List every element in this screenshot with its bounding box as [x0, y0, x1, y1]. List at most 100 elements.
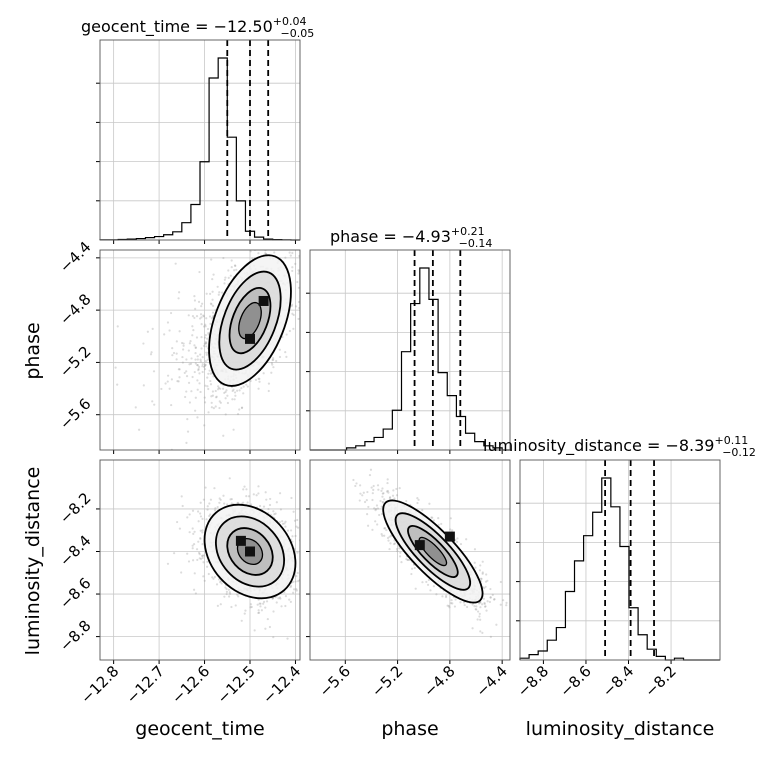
joint-phase-luminosity-distance-sample-35 — [366, 513, 369, 516]
joint-geocent-time-phase-sample-1415 — [151, 327, 154, 331]
joint-geocent-time-phase-sample-322 — [182, 344, 185, 347]
joint-geocent-time-luminosity-distance-sample-876 — [229, 498, 232, 501]
joint-geocent-time-phase-sample-965 — [178, 368, 181, 371]
joint-geocent-time-phase-sample-1222 — [270, 361, 273, 365]
joint-geocent-time-luminosity-distance-sample-499 — [252, 493, 255, 496]
joint-geocent-time-luminosity-distance-sample-897 — [197, 540, 200, 543]
joint-geocent-time-luminosity-distance-sample-1304 — [295, 588, 298, 591]
joint-geocent-time-phase-sample-794 — [189, 339, 192, 343]
joint-phase-luminosity-distance-sample-1421 — [425, 580, 428, 584]
joint-geocent-time-luminosity-distance-peak-0 — [245, 546, 255, 557]
joint-geocent-time-luminosity-distance-sample-98 — [301, 566, 303, 568]
joint-geocent-time-luminosity-distance-sample-1252 — [201, 554, 204, 557]
joint-geocent-time-luminosity-distance-sample-697 — [246, 501, 249, 504]
joint-geocent-time-phase-sample-1107 — [210, 258, 213, 261]
joint-geocent-time-luminosity-distance-sample-72 — [279, 508, 283, 511]
joint-geocent-time-phase-sample-689 — [278, 355, 282, 359]
joint-geocent-time-phase-sample-191 — [202, 325, 206, 328]
joint-geocent-time-luminosity-distance-sample-547 — [222, 494, 225, 497]
joint-phase-luminosity-distance-xtick-label-1: −5.2 — [368, 662, 406, 700]
joint-geocent-time-phase-sample-582 — [272, 358, 275, 361]
joint-geocent-time-phase-sample-700 — [200, 347, 203, 350]
joint-geocent-time-phase-sample-283 — [134, 406, 137, 409]
joint-geocent-time-luminosity-distance-sample-161 — [303, 551, 305, 553]
joint-geocent-time-phase-sample-891 — [193, 316, 196, 320]
joint-geocent-time-luminosity-distance-sample-509 — [262, 602, 265, 605]
joint-geocent-time-phase-sample-1410 — [149, 353, 153, 356]
joint-phase-luminosity-distance-sample-752 — [486, 579, 489, 582]
joint-geocent-time-luminosity-distance-sample-47 — [176, 520, 179, 524]
joint-geocent-time-phase-sample-943 — [187, 314, 190, 317]
joint-geocent-time-luminosity-distance-sample-1020 — [212, 577, 215, 580]
joint-geocent-time-luminosity-distance-sample-729 — [257, 485, 260, 488]
joint-geocent-time-phase-sample-497 — [245, 383, 248, 386]
joint-geocent-time-luminosity-distance-sample-1138 — [280, 605, 283, 608]
joint-geocent-time-luminosity-distance-sample-822 — [191, 509, 195, 512]
joint-geocent-time-luminosity-distance-sample-830 — [245, 495, 248, 498]
joint-phase-luminosity-distance-sample-1304 — [395, 547, 399, 551]
joint-geocent-time-phase-sample-455 — [142, 384, 145, 387]
joint-geocent-time-phase-sample-1438 — [187, 349, 190, 352]
joint-geocent-time-luminosity-distance-sample-874 — [269, 497, 272, 501]
joint-phase-luminosity-distance-sample-121 — [482, 597, 485, 600]
joint-geocent-time-phase-sample-131 — [198, 382, 201, 385]
joint-geocent-time-phase-sample-439 — [150, 351, 153, 354]
joint-geocent-time-phase-sample-341 — [194, 346, 197, 349]
joint-geocent-time-phase-sample-747 — [209, 379, 212, 383]
joint-phase-luminosity-distance-sample-1025 — [473, 605, 476, 608]
joint-geocent-time-phase-sample-574 — [236, 389, 239, 392]
joint-geocent-time-phase-sample-1254 — [259, 241, 261, 243]
joint-geocent-time-luminosity-distance-sample-1422 — [284, 525, 287, 528]
joint-geocent-time-phase-sample-100 — [204, 342, 208, 345]
joint-geocent-time-phase-sample-1261 — [196, 355, 199, 358]
joint-geocent-time-phase-sample-1184 — [211, 311, 215, 314]
joint-geocent-time-luminosity-distance-sample-442 — [303, 553, 305, 555]
joint-geocent-time-luminosity-distance-sample-434 — [291, 535, 294, 538]
joint-geocent-time-phase-sample-1239 — [224, 397, 227, 400]
joint-geocent-time-luminosity-distance-sample-1216 — [306, 591, 308, 593]
joint-phase-luminosity-distance-sample-6 — [388, 496, 392, 500]
joint-geocent-time-luminosity-distance-sample-1028 — [196, 510, 200, 513]
joint-geocent-time-luminosity-distance-sample-340 — [230, 497, 233, 501]
joint-geocent-time-luminosity-distance-sample-51 — [201, 554, 204, 558]
joint-geocent-time-phase-sample-1231 — [225, 389, 228, 392]
joint-geocent-time-luminosity-distance-sample-1225 — [281, 520, 284, 523]
joint-geocent-time-luminosity-distance-sample-982 — [228, 477, 231, 480]
joint-geocent-time-phase-sample-1055 — [240, 387, 243, 390]
joint-geocent-time-luminosity-distance-sample-175 — [206, 560, 209, 563]
joint-phase-luminosity-distance-sample-395 — [366, 524, 370, 527]
joint-geocent-time-luminosity-distance-sample-1055 — [272, 636, 275, 639]
joint-geocent-time-phase-sample-157 — [177, 297, 180, 300]
joint-geocent-time-luminosity-distance-sample-960 — [188, 531, 191, 534]
joint-geocent-time-phase-sample-127 — [194, 358, 197, 361]
joint-phase-luminosity-distance-sample-42 — [399, 551, 402, 554]
joint-geocent-time-luminosity-distance-sample-1026 — [228, 595, 231, 598]
joint-geocent-time-phase-sample-820 — [181, 355, 184, 359]
joint-phase-luminosity-distance-sample-716 — [481, 631, 484, 634]
joint-geocent-time-phase-ytick-label-0: −5.6 — [56, 395, 94, 433]
joint-geocent-time-luminosity-distance-sample-852 — [253, 629, 256, 632]
joint-geocent-time-luminosity-distance-ytick-label-3: −8.2 — [56, 489, 94, 527]
joint-geocent-time-luminosity-distance-sample-663 — [180, 495, 183, 498]
joint-geocent-time-luminosity-distance-sample-199 — [199, 529, 202, 532]
joint-geocent-time-phase-sample-1435 — [177, 368, 180, 371]
joint-geocent-time-phase-sample-290 — [197, 367, 200, 371]
joint-phase-luminosity-distance-sample-163 — [416, 501, 419, 505]
joint-phase-luminosity-distance-sample-551 — [407, 558, 410, 562]
joint-geocent-time-luminosity-distance-sample-837 — [204, 486, 207, 489]
joint-geocent-time-luminosity-distance-sample-358 — [198, 557, 201, 560]
joint-geocent-time-luminosity-distance-sample-685 — [197, 520, 200, 523]
joint-geocent-time-phase-sample-612 — [202, 314, 205, 317]
joint-phase-luminosity-distance-sample-627 — [373, 507, 376, 510]
joint-geocent-time-phase-sample-1206 — [195, 314, 199, 318]
joint-phase-luminosity-distance-sample-564 — [471, 627, 474, 630]
joint-geocent-time-phase-sample-1256 — [224, 413, 227, 416]
joint-geocent-time-luminosity-distance-sample-34 — [278, 492, 282, 495]
joint-geocent-time-phase-sample-1430 — [204, 340, 207, 344]
joint-geocent-time-luminosity-distance-sample-378 — [224, 586, 227, 589]
joint-geocent-time-phase-sample-573 — [214, 405, 217, 408]
joint-geocent-time-phase-sample-512 — [234, 264, 237, 267]
joint-geocent-time-phase-sample-404 — [189, 362, 193, 365]
joint-phase-luminosity-distance-sample-1353 — [462, 601, 466, 604]
joint-phase-luminosity-distance-sample-451 — [396, 549, 399, 553]
